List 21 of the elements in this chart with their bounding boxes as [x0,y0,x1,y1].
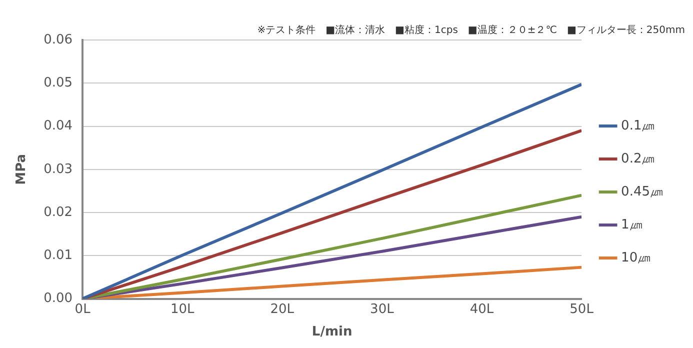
legend-label: 0.2㎛ [621,151,655,166]
legend-label: 0.1㎛ [621,118,655,134]
legend-label: 0.45㎛ [621,184,664,200]
y-tick-label: 0.00 [44,291,73,306]
x-tick-label: 30L [370,302,395,317]
legend-label: 1㎛ [621,217,642,232]
y-tick-label: 0.02 [44,204,73,220]
text: ※テスト条件 ■流体：清水 ■粘度：1cps ■温度：２０±２℃ ■フィルター長：250mm [257,24,685,37]
y-tick-label: 0.06 [44,32,73,48]
y-tick-label: 0.03 [44,162,73,177]
y-tick-label: 0.04 [44,118,73,134]
legend-label: 10㎛ [621,250,651,266]
y-tick-label: 0.05 [44,76,73,91]
x-tick-label: 50L [570,302,594,317]
y-tick-label: 0.01 [44,248,73,264]
x-tick-label: 10L [170,302,195,317]
x-axis-title: L/min [312,324,352,340]
x-tick-label: 40L [470,302,494,317]
x-tick-label: 20L [270,302,295,317]
x-tick-label: 0L [74,302,92,317]
y-axis-title: MPa [14,154,30,185]
